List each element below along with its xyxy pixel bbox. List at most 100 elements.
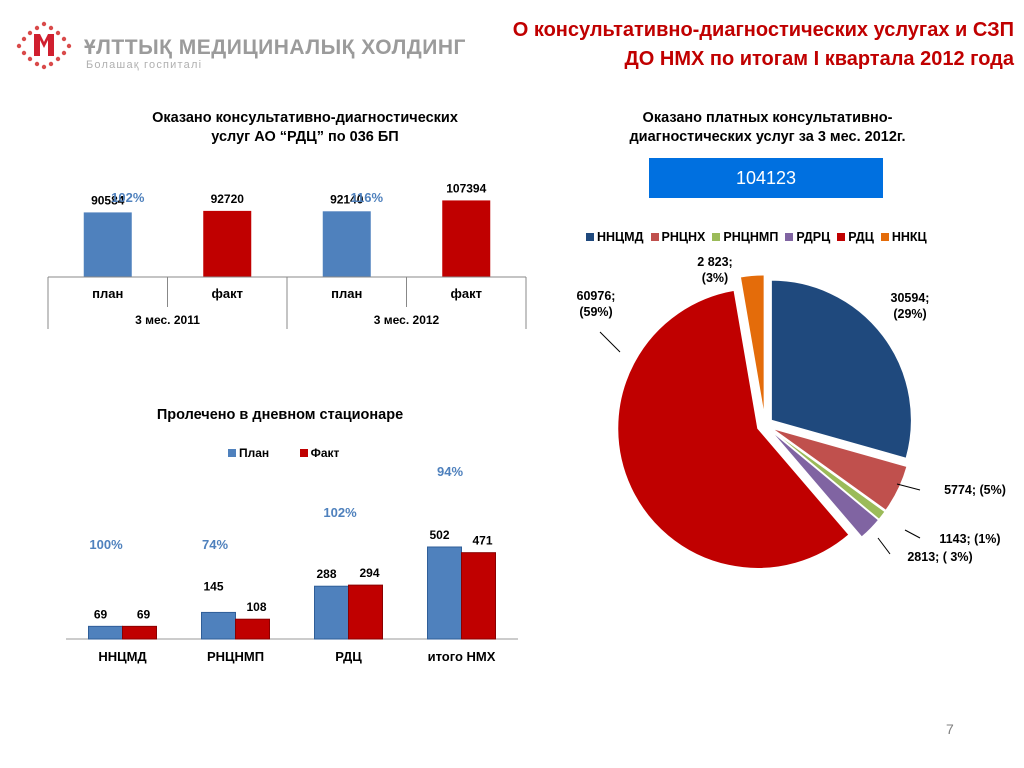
chart3-leader-line xyxy=(904,529,921,539)
logo-emblem-icon xyxy=(16,21,72,70)
chart1-title-line1: Оказано консультативно-диагностических xyxy=(152,110,458,126)
chart2-bar xyxy=(235,618,270,640)
chart3-slice-label: (59%) xyxy=(579,305,612,319)
chart2-legend-plan: План xyxy=(228,446,269,460)
chart3-legend-label: ННКЦ xyxy=(891,230,927,244)
chart3-legend-label: РНЦНМП xyxy=(723,230,779,244)
chart2-bar xyxy=(201,611,236,640)
chart3-slice-label: 1143; (1%) xyxy=(939,532,1000,546)
chart2-value-label: 288 xyxy=(316,567,336,581)
chart3-slice-label: 5774; (5%) xyxy=(944,483,1006,497)
chart2-category-label: ННЦМД xyxy=(98,649,147,664)
legend-swatch-icon xyxy=(228,449,236,457)
chart3-slice xyxy=(770,279,912,459)
chart3-slice xyxy=(771,427,908,511)
chart3-slice-label: 60976; xyxy=(577,289,616,303)
chart1-bar xyxy=(322,211,371,277)
chart3-leader-line xyxy=(896,483,921,491)
chart2-category-label: РДЦ xyxy=(335,649,362,664)
logo-text: ҰЛТТЫҚ МЕДИЦИНАЛЫҚ ХОЛДИНГ xyxy=(84,36,466,59)
chart1-value-label: 90584 xyxy=(91,193,125,207)
page-number: 7 xyxy=(946,721,954,737)
chart2-value-label: 69 xyxy=(137,607,151,621)
chart1-bar xyxy=(203,210,252,277)
chart3-slice xyxy=(770,430,880,538)
chart3-legend-label: РДРЦ xyxy=(796,230,831,244)
legend-swatch-icon xyxy=(299,449,308,457)
chart3-leader-line xyxy=(877,537,891,555)
chart1-category-label: факт xyxy=(212,286,243,301)
chart1-title-line2: услуг АО “РДЦ” по 036 БП xyxy=(211,129,399,145)
chart3-slice xyxy=(617,289,850,569)
chart2-value-label: 294 xyxy=(359,566,379,580)
logo-subtext: Болашақ госпиталі xyxy=(86,59,203,71)
chart3-legend-label: ННЦМД xyxy=(597,230,644,244)
chart1-plot: 90584 план 92720 факт 92140 план 107394 факт 3 м… xyxy=(47,181,527,329)
chart2-percent-label: 102% xyxy=(323,505,357,520)
chart1-bar xyxy=(83,212,132,277)
chart3-legend-item: ННКЦ xyxy=(880,230,927,244)
chart3-title: Оказано платных консультативно- диагност… xyxy=(580,109,955,147)
chart2-percent-label: 74% xyxy=(202,537,228,552)
chart1-value-label: 92720 xyxy=(211,192,245,206)
legend-swatch-icon xyxy=(712,233,721,241)
chart1-title: Оказано консультативно-диагностических у… xyxy=(70,109,540,147)
chart2-bar xyxy=(461,552,496,640)
chart1-percent-label: 102% xyxy=(111,190,145,205)
chart2-value-label: 502 xyxy=(429,528,449,542)
chart2-value-label: 69 xyxy=(94,607,108,621)
chart1-category-label: план xyxy=(92,286,123,301)
chart1-bar xyxy=(442,200,491,277)
chart2-title: Пролечено в дневном стационаре xyxy=(156,407,404,423)
legend-swatch-icon xyxy=(650,233,659,241)
chart3-leader-line xyxy=(599,331,621,353)
chart3-legend-item: РНЦНМП xyxy=(712,230,778,244)
chart3-plot: 30594; (29%) 5774; (5%) 1143; (1%) 2813; ( 3… xyxy=(577,255,1006,569)
chart2-value-label: 471 xyxy=(472,534,492,548)
chart1-value-label: 92140 xyxy=(330,192,364,206)
chart3-slice-label: (3%) xyxy=(702,271,728,285)
total-value-banner: 104123 xyxy=(649,158,883,198)
chart3-slice xyxy=(771,429,886,521)
logo xyxy=(8,18,80,70)
chart3-legend-label: РНЦНХ xyxy=(661,230,706,244)
page-title: О консультативно-диагностических услугах… xyxy=(400,16,1014,74)
chart3-legend-item: РДРЦ xyxy=(785,230,830,244)
chart3-legend: ННЦМД РНЦНХ РНЦНМП РДРЦ РДЦ ННКЦ xyxy=(586,228,934,246)
chart3-title-line2: диагностических услуг за 3 мес. 2012г. xyxy=(629,129,906,145)
chart1-value-label: 107394 xyxy=(446,181,486,195)
chart2-bar xyxy=(122,625,157,640)
chart2-bar xyxy=(427,546,462,640)
chart1-group-label: 3 мес. 2012 xyxy=(374,313,440,327)
chart2-percent-label: 94% xyxy=(437,464,463,479)
chart2-bar xyxy=(348,584,383,640)
chart2-category-label: РНЦНМП xyxy=(207,649,264,664)
chart3-legend-item: ННЦМД xyxy=(586,230,644,244)
chart3-slice-label: 2 823; xyxy=(697,255,732,269)
legend-swatch-icon xyxy=(880,233,889,241)
chart3-legend-item: РДЦ xyxy=(837,230,874,244)
chart1-percent-label: 116% xyxy=(350,190,383,205)
chart2-value-label: 108 xyxy=(246,600,266,614)
chart2-legend-fact: Факт xyxy=(299,446,339,460)
chart2-plot: 69 69 ННЦМД 145 108 РНЦНМП 288 294 РДЦ 502 471 итог… xyxy=(66,464,518,664)
chart1-category-label: факт xyxy=(451,286,482,301)
chart2-legend-plan-label: План xyxy=(239,446,270,460)
chart3-slice-label: (29%) xyxy=(893,307,926,321)
legend-swatch-icon xyxy=(837,233,846,241)
chart2-value-label: 145 xyxy=(203,579,223,593)
chart2-category-label: итого НМХ xyxy=(428,649,496,664)
legend-swatch-icon xyxy=(785,233,794,241)
chart2-percent-label: 100% xyxy=(89,537,123,552)
chart3-legend-label: РДЦ xyxy=(848,230,874,244)
legend-swatch-icon xyxy=(586,233,594,241)
chart3-title-line1: Оказано платных консультативно- xyxy=(642,110,893,126)
chart3-slice xyxy=(739,274,765,416)
chart2-bar xyxy=(314,585,349,640)
chart1-category-label: план xyxy=(331,286,362,301)
chart2-legend: План Факт xyxy=(228,444,346,462)
chart2-bar xyxy=(88,625,123,640)
chart3-slice-label: 2813; ( 3%) xyxy=(907,550,972,564)
chart1-group-label: 3 мес. 2011 xyxy=(135,313,200,327)
chart3-legend-item: РНЦНХ xyxy=(650,230,706,244)
